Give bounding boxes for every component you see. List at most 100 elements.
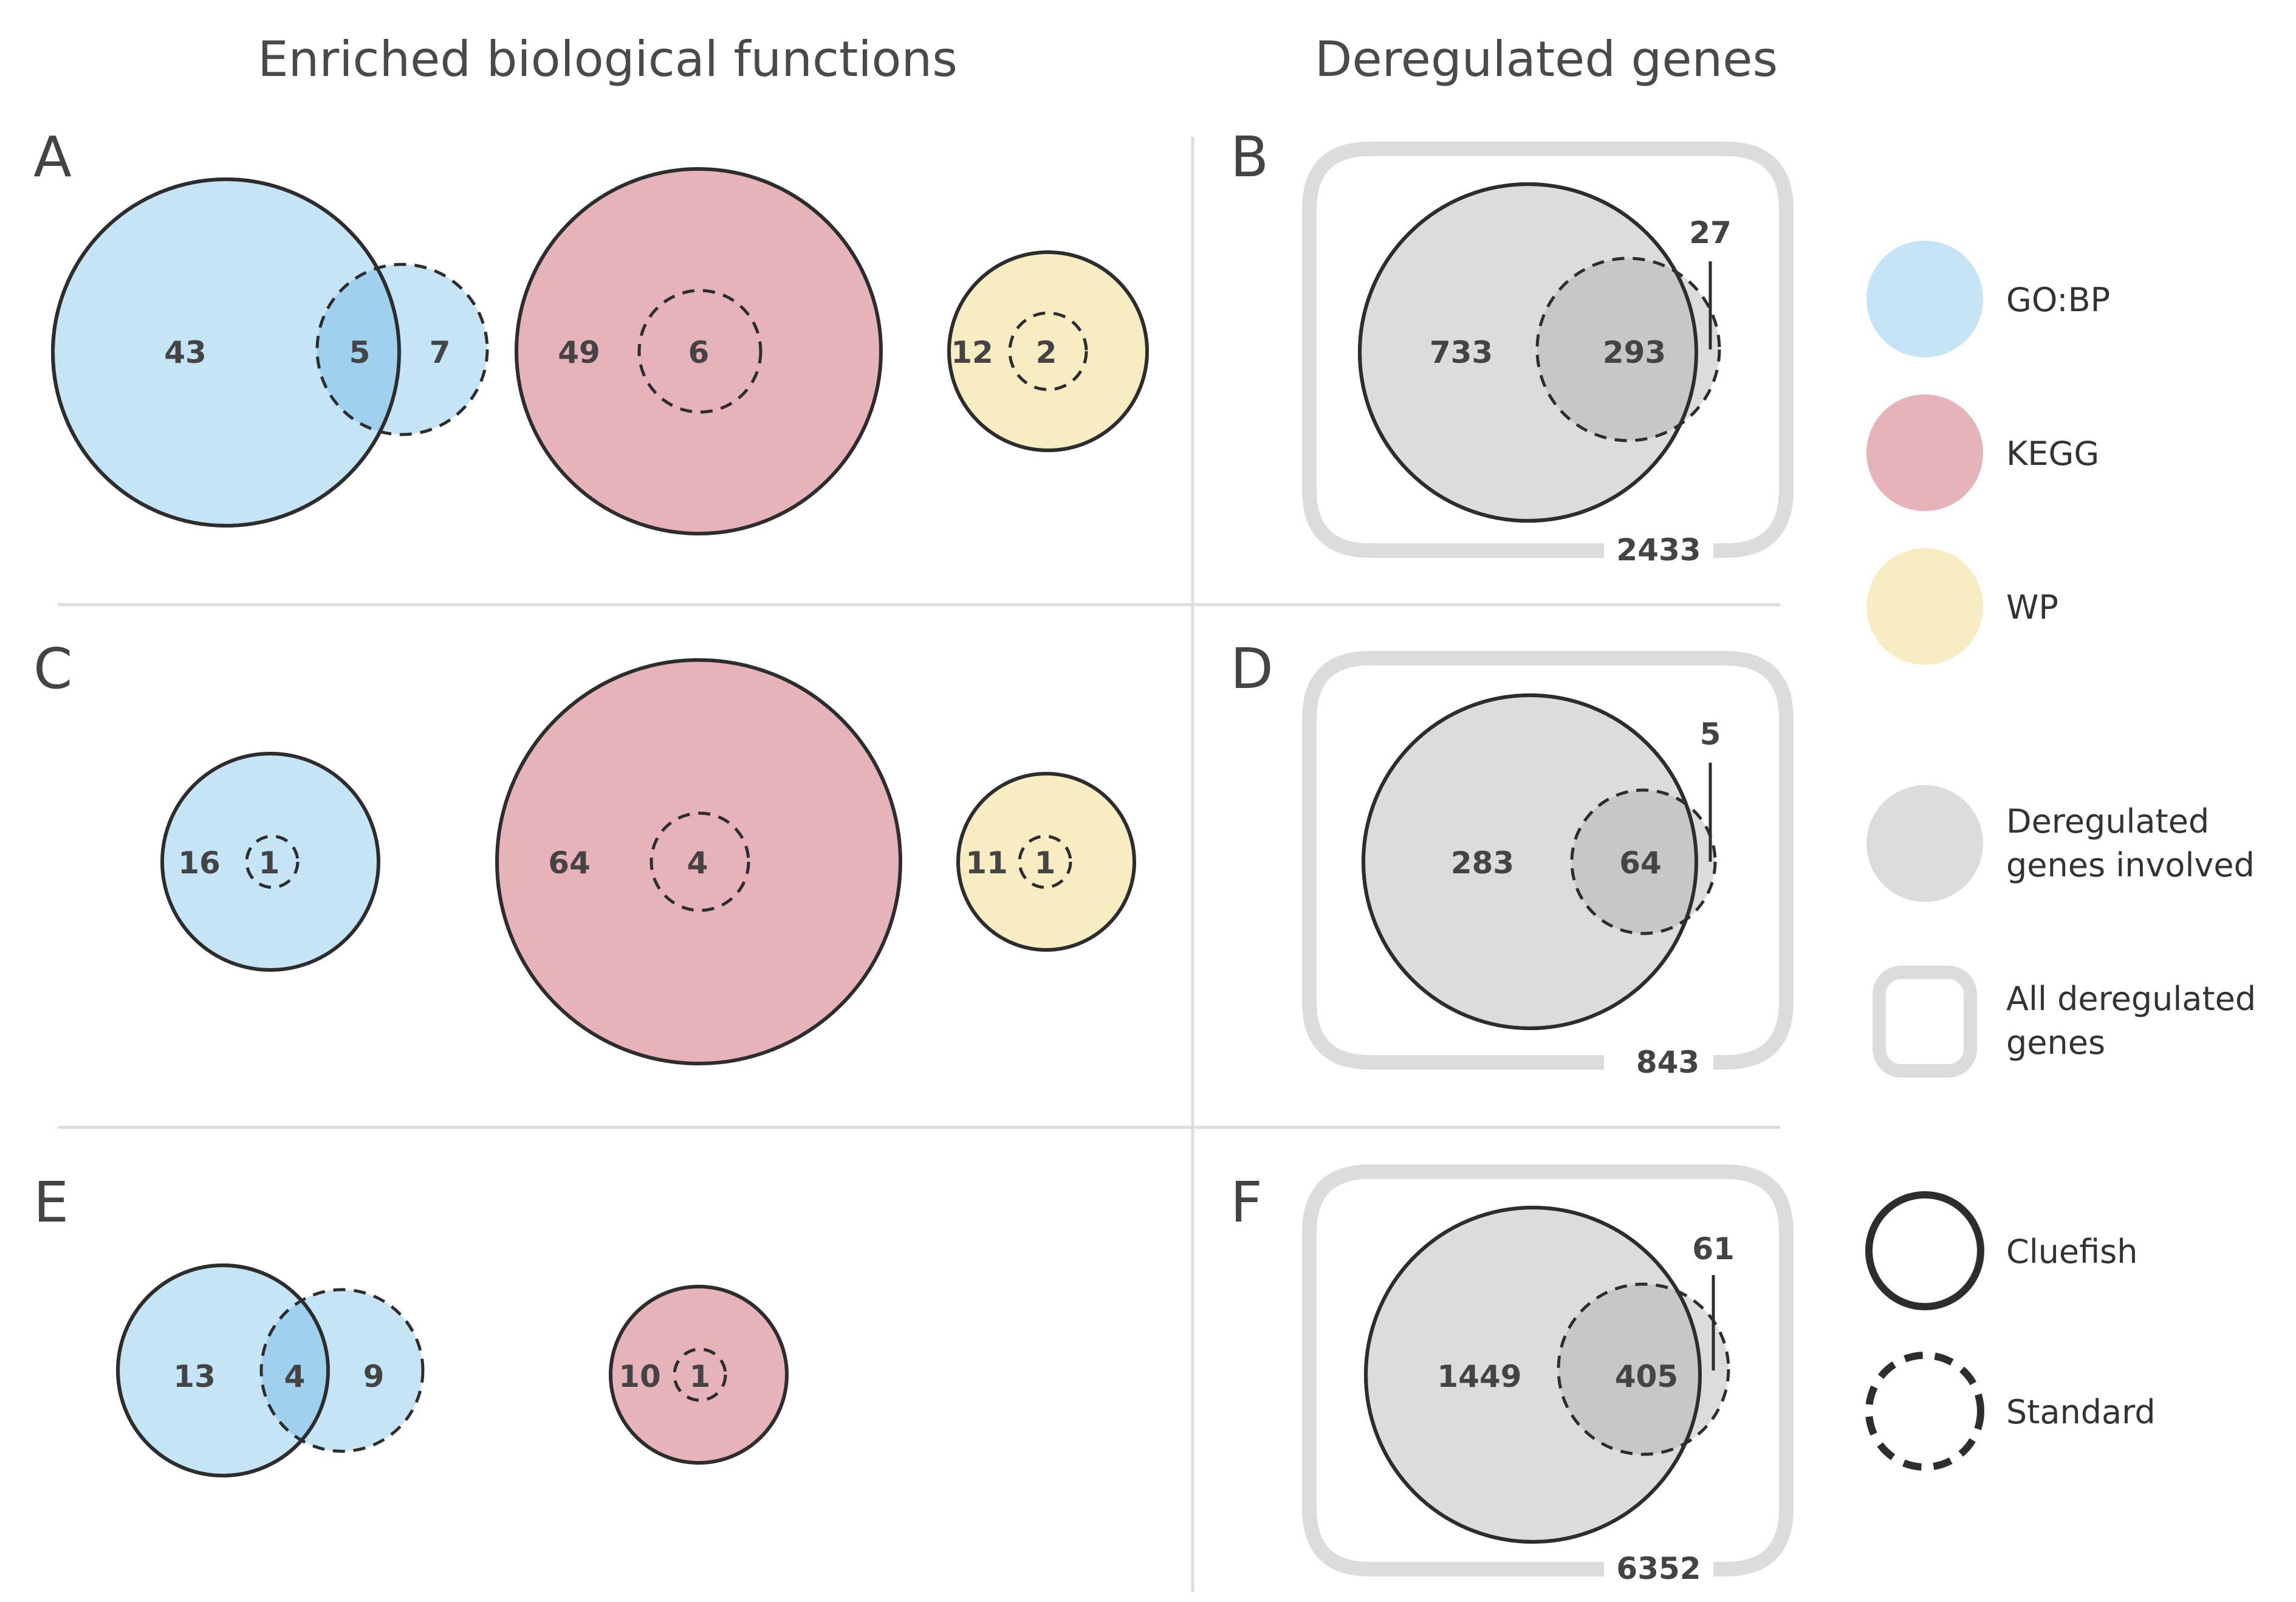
panel-f-both-count: 405 bbox=[1615, 1359, 1678, 1394]
legend-item-genes-involved: Deregulated genes involved bbox=[1866, 785, 2255, 902]
right-column-title: Deregulated genes bbox=[1315, 31, 1778, 88]
panel-c-gobp-cluefish-count: 16 bbox=[178, 845, 221, 881]
gobp-overlap-region bbox=[261, 1290, 328, 1451]
panel-a-wp-cluefish-count: 12 bbox=[951, 335, 993, 370]
wp-standard-circle bbox=[1008, 311, 1088, 391]
panel-b-total-count: 2433 bbox=[1616, 532, 1701, 568]
genes-cluefish-outline bbox=[1358, 182, 1698, 523]
gobp-cluefish-circle bbox=[160, 752, 380, 972]
gobp-standard-circle bbox=[245, 834, 300, 889]
all-genes-frame bbox=[1302, 142, 1794, 558]
panel-c-kegg-both-count: 4 bbox=[687, 845, 708, 881]
genes-cluefish-outline bbox=[1364, 1206, 1702, 1544]
legend-cluefish-label: Cluefish bbox=[2006, 1232, 2138, 1271]
all-genes-frame bbox=[1302, 1164, 1794, 1576]
panel-a-gobp-cluefish-count: 43 bbox=[164, 335, 207, 370]
panel-f-cluefish-count: 1449 bbox=[1437, 1359, 1521, 1394]
panel-letter-d: D bbox=[1230, 636, 1273, 701]
gobp-cluefish-outline bbox=[51, 177, 401, 528]
genes-overlap-region bbox=[1537, 258, 1696, 441]
panel-a-wp-venn: 12 2 bbox=[947, 250, 1149, 452]
panel-letter-c: C bbox=[33, 636, 72, 701]
panel-b-standard-count: 27 bbox=[1689, 215, 1732, 250]
legend-standard-label: Standard bbox=[2006, 1393, 2156, 1431]
legend: GO:BP KEGG WP Deregulated genes involved… bbox=[1865, 241, 2256, 1471]
legend-kegg-label: KEGG bbox=[2006, 435, 2099, 473]
panel-f-standard-count: 61 bbox=[1692, 1231, 1735, 1267]
gobp-standard-circle bbox=[259, 1288, 425, 1453]
legend-genes-involved-line1: Deregulated bbox=[2006, 802, 2209, 841]
panel-c-kegg-cluefish-count: 64 bbox=[548, 845, 591, 881]
legend-item-wp: WP bbox=[1866, 548, 2058, 665]
kegg-cluefish-circle bbox=[515, 167, 883, 535]
genes-standard-circle bbox=[1535, 256, 1721, 442]
genes-standard-circle bbox=[1557, 1282, 1730, 1456]
all-genes-frame bbox=[1302, 651, 1794, 1070]
kegg-cluefish-circle bbox=[609, 1285, 789, 1465]
gobp-overlap-region bbox=[317, 264, 399, 435]
gobp-swatch bbox=[1866, 241, 1983, 357]
panel-a-gobp-venn: 43 5 7 bbox=[51, 177, 489, 528]
panel-d-both-count: 64 bbox=[1619, 845, 1662, 881]
panel-e-gobp-venn: 13 4 9 bbox=[116, 1263, 425, 1477]
panel-a-gobp-standard-count: 7 bbox=[430, 335, 451, 370]
panel-letter-f: F bbox=[1230, 1170, 1263, 1235]
panel-e-kegg-cluefish-count: 10 bbox=[619, 1359, 661, 1394]
panel-c-kegg-venn: 64 4 bbox=[495, 658, 902, 1065]
panel-c-gobp-venn: 16 1 bbox=[160, 752, 380, 972]
genes-overlap-region bbox=[1558, 1284, 1700, 1454]
panel-c-wp-both-count: 1 bbox=[1035, 845, 1056, 881]
panel-e-gobp-standard-count: 9 bbox=[363, 1359, 385, 1394]
panel-b-cluefish-count: 733 bbox=[1430, 335, 1493, 370]
cluefish-swatch bbox=[1865, 1191, 1984, 1310]
left-column-title: Enriched biological functions bbox=[258, 31, 958, 88]
panel-letter-e: E bbox=[33, 1170, 69, 1235]
gobp-cluefish-outline bbox=[116, 1263, 330, 1477]
panel-e-gobp-both-count: 4 bbox=[284, 1359, 306, 1394]
panel-letter-a: A bbox=[33, 125, 72, 190]
panel-d-gene-venn: 843 5 283 64 bbox=[1302, 651, 1794, 1080]
kegg-cluefish-circle bbox=[495, 658, 902, 1065]
panel-a-kegg-cluefish-count: 49 bbox=[558, 335, 600, 370]
all-genes-swatch bbox=[1873, 966, 1977, 1078]
kegg-swatch bbox=[1866, 394, 1983, 511]
legend-gobp-label: GO:BP bbox=[2006, 281, 2110, 319]
panel-d-total-count: 843 bbox=[1636, 1045, 1699, 1080]
legend-item-standard: Standard bbox=[1865, 1352, 2156, 1471]
legend-item-all-genes: All deregulated genes bbox=[1873, 966, 2256, 1078]
legend-genes-involved-line2: genes involved bbox=[2006, 846, 2255, 884]
kegg-standard-circle bbox=[673, 1347, 727, 1402]
wp-cluefish-circle bbox=[956, 772, 1136, 952]
panel-c-wp-cluefish-count: 11 bbox=[965, 845, 1008, 881]
wp-cluefish-circle bbox=[947, 250, 1149, 452]
panel-d-standard-count: 5 bbox=[1700, 717, 1721, 752]
panel-a-wp-both-count: 2 bbox=[1036, 335, 1057, 370]
legend-all-genes-line2: genes bbox=[2006, 1023, 2105, 1062]
legend-item-gobp: GO:BP bbox=[1866, 241, 2110, 357]
panel-f-total-count: 6352 bbox=[1616, 1551, 1701, 1586]
panel-b-both-count: 293 bbox=[1603, 335, 1666, 370]
panel-e-kegg-both-count: 1 bbox=[690, 1359, 711, 1394]
panel-d-cluefish-count: 283 bbox=[1451, 845, 1514, 881]
genes-cluefish-outline bbox=[1362, 693, 1698, 1030]
genes-involved-swatch bbox=[1866, 785, 1983, 902]
panel-a-gobp-both-count: 5 bbox=[349, 335, 371, 370]
panel-f-gene-venn: 6352 61 1449 405 bbox=[1302, 1164, 1794, 1586]
wp-swatch bbox=[1866, 548, 1983, 665]
panel-e-kegg-venn: 10 1 bbox=[609, 1285, 789, 1465]
kegg-standard-circle bbox=[637, 289, 762, 414]
panel-letter-b: B bbox=[1230, 125, 1269, 190]
genes-overlap-region bbox=[1572, 790, 1696, 933]
standard-swatch bbox=[1865, 1352, 1984, 1471]
legend-item-cluefish: Cluefish bbox=[1865, 1191, 2138, 1310]
legend-item-kegg: KEGG bbox=[1866, 394, 2099, 511]
genes-standard-circle bbox=[1570, 788, 1717, 935]
kegg-standard-circle bbox=[649, 811, 750, 912]
panel-e-gobp-cluefish-count: 13 bbox=[173, 1359, 216, 1394]
wp-standard-circle bbox=[1018, 834, 1072, 889]
legend-all-genes-line1: All deregulated bbox=[2006, 980, 2256, 1018]
panel-a-kegg-both-count: 6 bbox=[688, 335, 710, 370]
panel-b-gene-venn: 2433 27 733 293 bbox=[1302, 142, 1794, 568]
gobp-standard-circle bbox=[315, 263, 489, 436]
